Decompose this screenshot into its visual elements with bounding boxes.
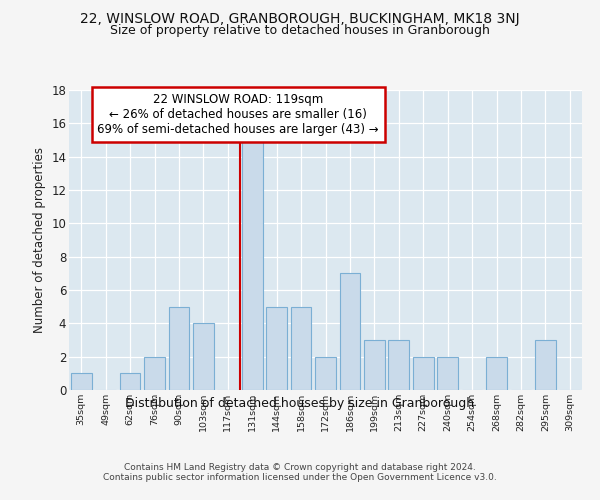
Text: Contains HM Land Registry data © Crown copyright and database right 2024.: Contains HM Land Registry data © Crown c… bbox=[124, 462, 476, 471]
Bar bbox=[242, 140, 263, 390]
Bar bbox=[535, 340, 556, 390]
Bar bbox=[413, 356, 434, 390]
Bar bbox=[364, 340, 385, 390]
Text: Contains public sector information licensed under the Open Government Licence v3: Contains public sector information licen… bbox=[103, 474, 497, 482]
Bar bbox=[340, 274, 361, 390]
Bar bbox=[388, 340, 409, 390]
Text: Size of property relative to detached houses in Granborough: Size of property relative to detached ho… bbox=[110, 24, 490, 37]
Bar bbox=[144, 356, 165, 390]
Bar bbox=[315, 356, 336, 390]
Bar bbox=[290, 306, 311, 390]
Bar bbox=[486, 356, 507, 390]
Text: Distribution of detached houses by size in Granborough: Distribution of detached houses by size … bbox=[125, 398, 475, 410]
Bar bbox=[437, 356, 458, 390]
Bar bbox=[266, 306, 287, 390]
Bar bbox=[193, 324, 214, 390]
Text: 22 WINSLOW ROAD: 119sqm
← 26% of detached houses are smaller (16)
69% of semi-de: 22 WINSLOW ROAD: 119sqm ← 26% of detache… bbox=[97, 93, 379, 136]
Y-axis label: Number of detached properties: Number of detached properties bbox=[32, 147, 46, 333]
Text: 22, WINSLOW ROAD, GRANBOROUGH, BUCKINGHAM, MK18 3NJ: 22, WINSLOW ROAD, GRANBOROUGH, BUCKINGHA… bbox=[80, 12, 520, 26]
Bar bbox=[169, 306, 190, 390]
Bar bbox=[119, 374, 140, 390]
Bar bbox=[71, 374, 92, 390]
